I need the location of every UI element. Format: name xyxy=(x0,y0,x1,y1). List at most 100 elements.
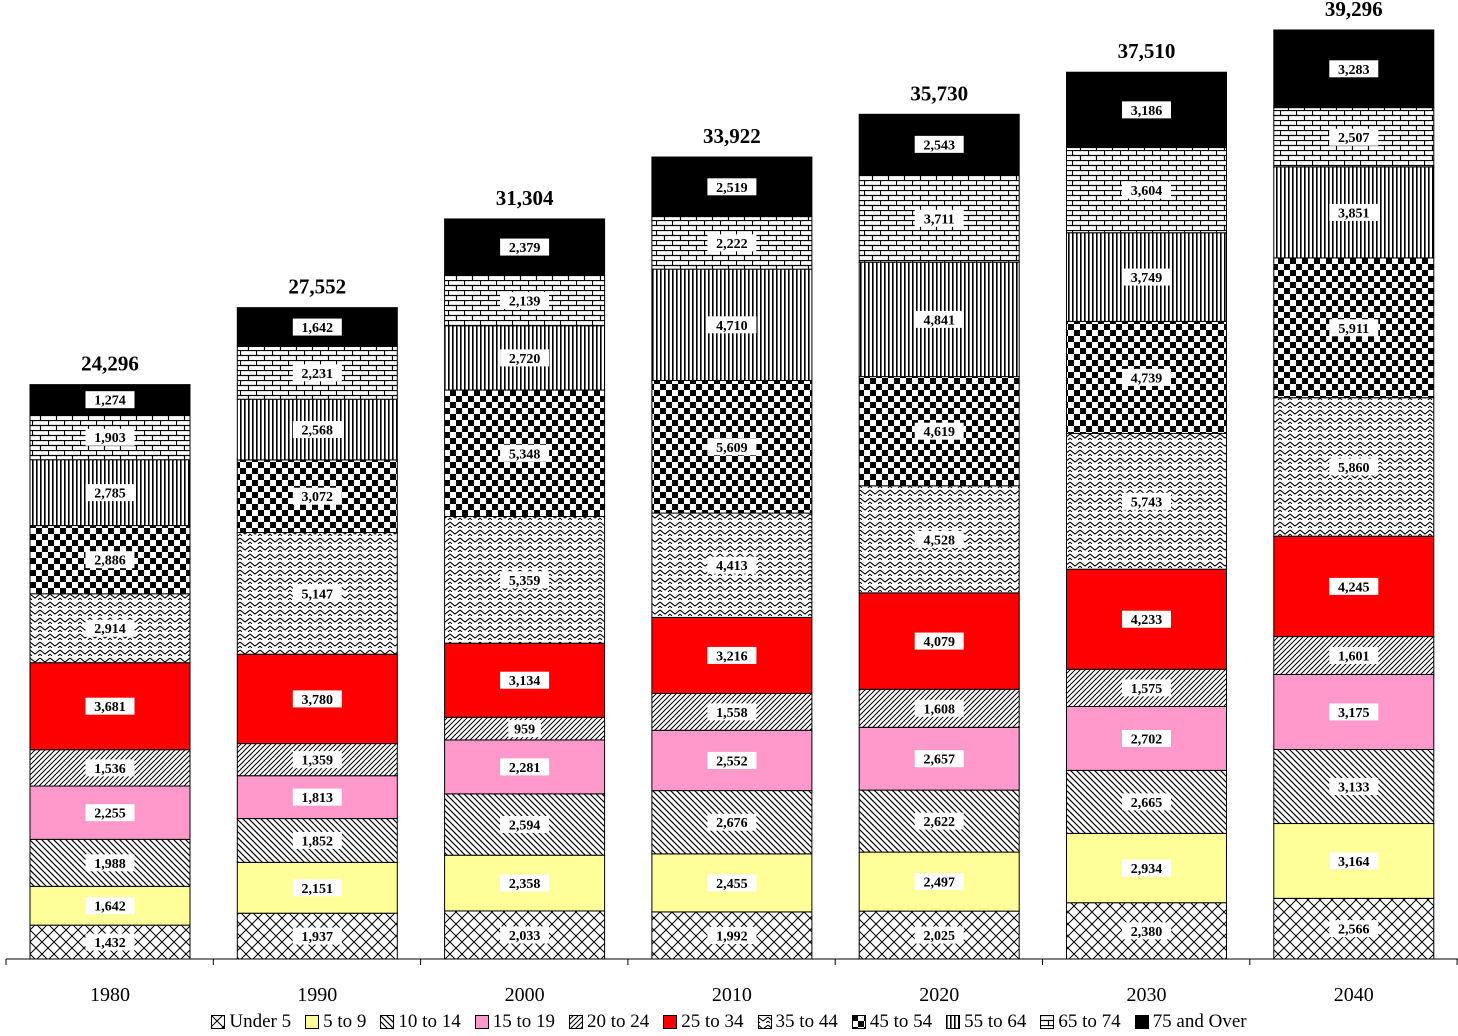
data-label-box xyxy=(500,571,550,589)
data-label-box xyxy=(292,584,342,602)
data-label-box xyxy=(292,788,342,806)
data-label: 2,914 xyxy=(94,622,126,637)
data-label-box xyxy=(292,487,342,505)
data-label: 1,608 xyxy=(923,702,955,717)
data-label-box xyxy=(85,933,135,951)
x-tick-label: 2020 xyxy=(919,984,959,1006)
data-label: 2,934 xyxy=(1131,862,1163,877)
legend-item: 45 to 54 xyxy=(851,1011,933,1033)
data-label-box xyxy=(1329,646,1379,664)
data-label-box xyxy=(914,209,964,227)
data-label-box xyxy=(707,438,757,456)
legend-label: Under 5 xyxy=(229,1011,292,1032)
legend-item: 25 to 34 xyxy=(663,1011,744,1033)
data-label: 2,358 xyxy=(509,877,541,892)
data-label: 2,255 xyxy=(94,807,126,822)
legend-label: 45 to 54 xyxy=(869,1011,933,1032)
data-label: 1,642 xyxy=(302,321,334,336)
data-label-box xyxy=(292,364,342,382)
data-label-box xyxy=(707,813,757,831)
data-label: 2,231 xyxy=(302,367,334,382)
data-label-box xyxy=(1329,203,1379,221)
data-label-box xyxy=(292,927,342,945)
data-label-box xyxy=(500,816,550,834)
data-label: 4,841 xyxy=(923,313,955,328)
legend-swatch xyxy=(568,1015,583,1029)
data-label: 5,609 xyxy=(716,441,748,456)
x-tick-label: 2010 xyxy=(712,984,752,1006)
data-label: 1,852 xyxy=(302,834,334,849)
chart-legend: Under 5 5 to 9 10 to 14 15 to 19 20 to 24 25 … xyxy=(0,1010,1458,1034)
data-label: 2,543 xyxy=(923,138,955,153)
bar-segment-1980-45-to-54 xyxy=(29,525,191,595)
legend-item: 15 to 19 xyxy=(474,1011,555,1033)
data-label-box xyxy=(914,699,964,717)
data-label-box xyxy=(707,874,757,892)
bar-segment-2020-55-to-64 xyxy=(858,261,1020,378)
data-label: 4,710 xyxy=(716,319,748,334)
data-label-box xyxy=(292,421,342,439)
legend-label: 15 to 19 xyxy=(492,1011,555,1032)
data-label-box xyxy=(500,926,550,944)
total-label: 37,510 xyxy=(1118,39,1176,63)
data-label-box xyxy=(292,879,342,897)
data-label-box xyxy=(1329,778,1379,796)
data-label: 3,780 xyxy=(302,693,334,708)
data-label-box xyxy=(292,690,342,708)
data-label: 2,025 xyxy=(923,929,955,944)
x-tick-label: 2040 xyxy=(1334,984,1374,1006)
data-label: 2,033 xyxy=(509,929,541,944)
data-label: 2,151 xyxy=(302,882,334,897)
legend-swatch xyxy=(757,1015,772,1029)
data-label-box xyxy=(1122,492,1171,510)
legend-label: 20 to 24 xyxy=(586,1011,650,1032)
data-label-box xyxy=(85,697,135,715)
data-label: 5,743 xyxy=(1131,495,1163,510)
data-label: 2,552 xyxy=(716,754,748,769)
data-label: 5,348 xyxy=(509,447,541,462)
data-label-box xyxy=(914,750,964,768)
data-label-box xyxy=(292,831,342,849)
data-label: 2,622 xyxy=(923,815,955,830)
data-label: 2,665 xyxy=(1131,796,1163,811)
data-label: 2,222 xyxy=(716,237,748,252)
data-label-box xyxy=(914,422,964,440)
data-label-box xyxy=(707,556,757,574)
data-label: 2,139 xyxy=(509,294,541,309)
data-label: 2,455 xyxy=(716,877,748,892)
data-label: 3,749 xyxy=(1131,271,1163,286)
data-label-box xyxy=(85,897,135,915)
data-label-box xyxy=(500,444,550,462)
data-label: 1,601 xyxy=(1338,649,1370,664)
chart-plot-area: 1980 1990 2000 2010 2020 2030 2040 1,432 1,642 1… xyxy=(5,0,1458,1006)
data-label-box xyxy=(707,178,757,196)
data-label-box xyxy=(85,391,135,409)
legend-label: 10 to 14 xyxy=(398,1011,461,1032)
legend-item: 5 to 9 xyxy=(305,1011,366,1033)
data-label: 3,681 xyxy=(94,700,126,715)
data-label: 2,886 xyxy=(94,554,126,569)
data-label-box xyxy=(1122,610,1171,628)
x-tick-label: 2030 xyxy=(1127,984,1167,1006)
legend-swatch xyxy=(211,1015,226,1029)
data-label: 1,937 xyxy=(302,930,334,945)
data-label-box xyxy=(1122,368,1171,386)
data-label-box xyxy=(508,720,541,738)
data-label-box xyxy=(1122,793,1171,811)
data-label: 3,134 xyxy=(509,674,541,689)
data-label: 1,988 xyxy=(94,857,126,872)
legend-swatch xyxy=(305,1015,320,1029)
data-label: 4,079 xyxy=(923,635,955,650)
data-label: 5,147 xyxy=(302,587,334,602)
data-label: 4,245 xyxy=(1338,580,1370,595)
data-label: 1,813 xyxy=(302,791,334,806)
legend-item: 20 to 24 xyxy=(568,1011,650,1033)
data-label: 3,164 xyxy=(1338,855,1370,870)
data-label-box xyxy=(1122,729,1171,747)
total-label: 39,296 xyxy=(1325,0,1383,21)
data-label: 2,281 xyxy=(509,761,541,776)
data-label-box xyxy=(914,926,964,944)
total-label: 33,922 xyxy=(703,124,761,148)
data-label: 3,604 xyxy=(1131,184,1163,199)
data-label: 1,359 xyxy=(302,754,334,769)
